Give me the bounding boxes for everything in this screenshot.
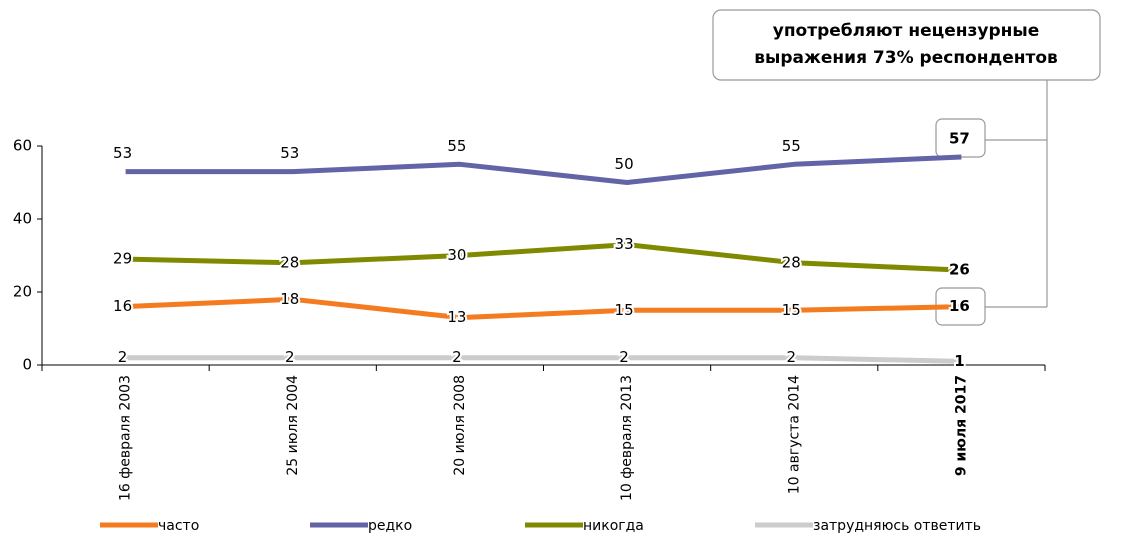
connector — [985, 80, 1048, 308]
series-line — [125, 296, 962, 321]
data-label: 33 — [615, 235, 634, 253]
data-label: 15 — [615, 301, 634, 319]
data-label: 53 — [280, 144, 299, 162]
y-tick-label: 60 — [13, 137, 32, 155]
data-label: 2 — [285, 348, 295, 366]
data-label: 16 — [949, 297, 970, 315]
data-label: 2 — [118, 348, 128, 366]
x-tick-label: 10 февраля 2013 — [619, 375, 635, 501]
x-tick-label: 10 августа 2014 — [786, 375, 802, 494]
data-label: 30 — [447, 246, 466, 264]
series-line — [125, 242, 962, 273]
data-label: 28 — [280, 253, 299, 271]
data-label: 57 — [949, 129, 970, 147]
x-tick-label: 25 июля 2004 — [285, 375, 301, 476]
data-label: 2 — [786, 348, 796, 366]
legend-label: затрудняюсь ответить — [813, 518, 981, 534]
data-label: 1 — [954, 352, 964, 370]
y-tick-label: 40 — [13, 210, 32, 228]
data-label: 28 — [782, 253, 801, 271]
legend-label: никогда — [583, 518, 644, 534]
series-line — [125, 154, 962, 185]
data-label: 2 — [452, 348, 462, 366]
data-label: 55 — [782, 137, 801, 155]
data-label: 53 — [113, 144, 132, 162]
data-label: 26 — [949, 261, 970, 279]
annotation-box — [712, 9, 1101, 81]
data-label: 18 — [280, 290, 299, 308]
data-label: 29 — [113, 250, 132, 268]
legend-label: часто — [158, 518, 199, 534]
legend-label: редко — [368, 518, 412, 534]
x-tick-label: 9 июля 2017 — [953, 375, 969, 476]
data-label: 55 — [447, 137, 466, 155]
data-label: 50 — [615, 155, 634, 173]
data-label: 15 — [782, 301, 801, 319]
x-tick-label: 20 июля 2008 — [452, 375, 468, 476]
y-tick-label: 20 — [13, 283, 32, 301]
data-label: 16 — [113, 297, 132, 315]
x-tick-label: 16 февраля 2003 — [118, 375, 134, 501]
annotation: выражения 73% респондентов — [754, 48, 1058, 68]
series-line — [125, 355, 962, 364]
data-label: 2 — [619, 348, 629, 366]
data-label: 13 — [447, 308, 466, 326]
annotation: употребляют нецензурные — [773, 21, 1040, 41]
y-tick-label: 0 — [22, 356, 32, 374]
